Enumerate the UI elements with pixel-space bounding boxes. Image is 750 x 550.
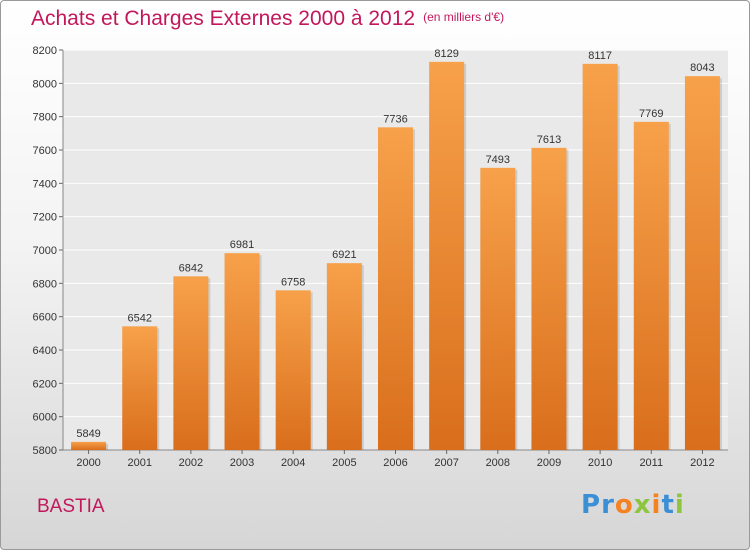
x-axis: 2000 2001 2002 2003 2004 2005 2006 2007 2008 2009…: [76, 450, 715, 469]
bar-value-label: 7736: [383, 113, 407, 125]
logo-letter: r: [601, 490, 615, 520]
x-tick-label: 2005: [332, 457, 356, 469]
bar-2004: [275, 290, 311, 450]
logo-letter: x: [633, 490, 652, 520]
bar-2011: [633, 121, 669, 450]
logo-letter: t: [661, 490, 675, 520]
bar-2009: [531, 147, 567, 451]
y-tick-label: 6000: [33, 412, 57, 424]
y-tick-label: 7200: [33, 212, 57, 224]
y-tick-label: 8000: [33, 78, 57, 90]
chart-unit: (en milliers d'€): [423, 10, 505, 24]
y-tick-label: 7800: [33, 112, 57, 124]
y-tick-label: 5800: [33, 445, 57, 457]
bar-2007: [429, 61, 465, 450]
y-tick-label: 7000: [33, 245, 57, 257]
bar-2012: [684, 76, 720, 451]
y-tick-label: 6800: [33, 278, 57, 290]
x-tick-label: 2003: [230, 457, 254, 469]
x-tick-label: 2001: [127, 457, 151, 469]
bar-value-label: 6542: [127, 312, 151, 324]
logo-letter: i: [651, 490, 662, 520]
bar-value-label: 8117: [588, 50, 612, 62]
bar-value-label: 6921: [332, 249, 356, 261]
bar-2008: [480, 167, 516, 451]
x-tick-label: 2010: [588, 457, 612, 469]
bar-value-label: 7769: [639, 108, 663, 120]
logo-letter: i: [674, 490, 685, 520]
x-tick-label: 2008: [486, 457, 510, 469]
chart-title: Achats et Charges Externes 2000 à 2012 (e…: [31, 7, 504, 31]
x-tick-label: 2004: [281, 457, 305, 469]
y-tick-label: 8200: [33, 45, 57, 57]
bar-2003: [224, 253, 260, 450]
y-tick-label: 6600: [33, 312, 57, 324]
bar-2002: [173, 276, 209, 450]
bar-2005: [326, 263, 362, 450]
x-tick-label: 2006: [383, 457, 407, 469]
x-tick-label: 2002: [179, 457, 203, 469]
x-tick-label: 2012: [690, 457, 714, 469]
y-tick-label: 6400: [33, 345, 57, 357]
x-tick-label: 2000: [76, 457, 100, 469]
bar-value-label: 8129: [434, 48, 458, 60]
y-tick-label: 7400: [33, 178, 57, 190]
x-tick-label: 2009: [537, 457, 561, 469]
bar-value-label: 6981: [230, 239, 254, 251]
bars: 5849 6542 6842 6981 6758 6921 7736 8129 7493 7613…: [71, 48, 722, 451]
y-tick-label: 6200: [33, 378, 57, 390]
bar-value-label: 6758: [281, 276, 305, 288]
bar-value-label: 7493: [486, 154, 510, 166]
bar-2001: [122, 326, 158, 450]
bar-2010: [582, 63, 618, 450]
bar-value-label: 5849: [76, 428, 100, 440]
logo-letter: P: [581, 490, 602, 520]
y-tick-label: 7600: [33, 145, 57, 157]
x-tick-label: 2011: [639, 457, 663, 469]
chart-title-text: Achats et Charges Externes 2000 à 2012: [31, 7, 416, 30]
x-tick-label: 2007: [434, 457, 458, 469]
bar-2000: [71, 441, 107, 450]
bar-2006: [378, 127, 413, 450]
proxiti-logo: Proxiti: [581, 490, 685, 520]
bar-value-label: 6842: [179, 262, 203, 274]
logo-letter: o: [614, 490, 634, 520]
city-name: BASTIA: [37, 496, 105, 517]
bar-value-label: 7613: [537, 134, 561, 146]
bar-value-label: 8043: [690, 62, 714, 74]
